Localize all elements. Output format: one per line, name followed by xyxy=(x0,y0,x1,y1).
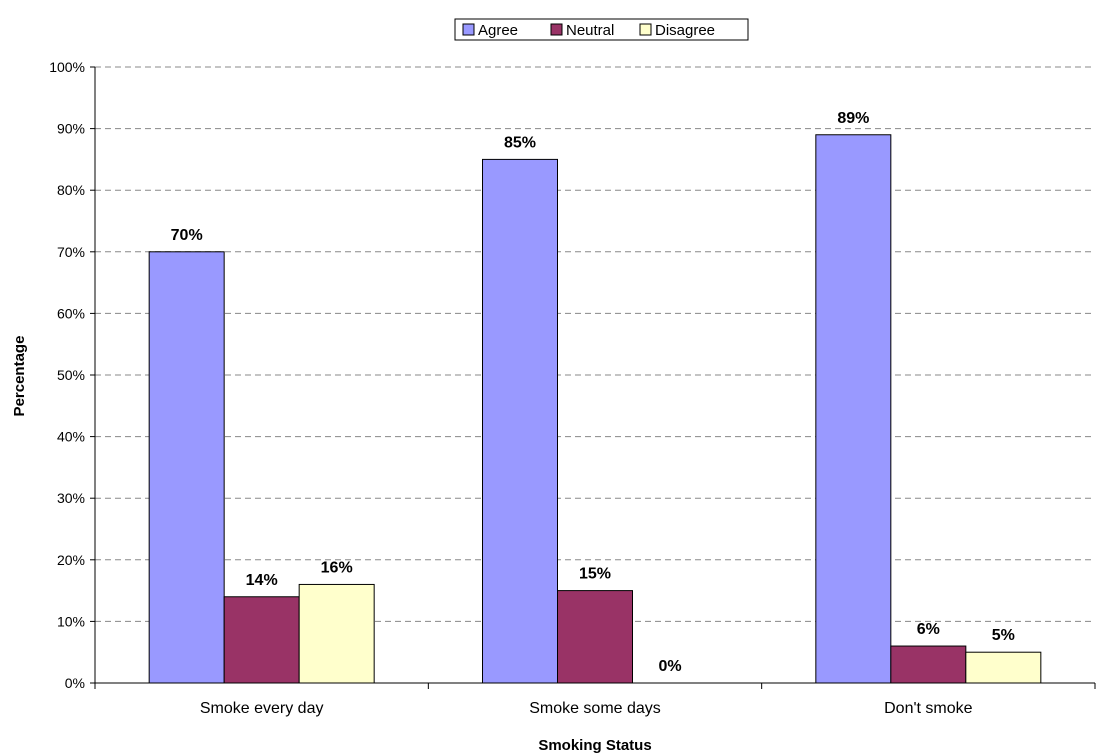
bar-agree xyxy=(815,134,892,684)
y-tick-label: 40% xyxy=(57,429,85,445)
x-category-label: Don't smoke xyxy=(884,700,973,717)
legend-label: Agree xyxy=(478,22,518,39)
legend-swatch-neutral xyxy=(550,23,563,36)
bar-disagree xyxy=(298,583,375,684)
y-tick-label: 0% xyxy=(65,675,85,691)
data-labels: 70% 14% 16% 85% 15% 0% 89% 6% 5% xyxy=(171,110,1015,675)
data-label: 14% xyxy=(246,572,278,589)
y-tick-label: 10% xyxy=(57,613,85,629)
x-category-label: Smoke every day xyxy=(200,700,324,717)
legend-box xyxy=(454,18,749,41)
bar-agree xyxy=(148,251,225,684)
legend-swatch-disagree xyxy=(639,23,652,36)
data-label: 0% xyxy=(658,658,681,675)
data-label: 85% xyxy=(504,134,536,151)
bars xyxy=(148,134,1042,684)
y-tick-label: 30% xyxy=(57,490,85,506)
y-tick-label: 90% xyxy=(57,121,85,137)
legend-label: Disagree xyxy=(655,22,715,39)
data-label: 89% xyxy=(837,110,869,127)
y-tick-label: 70% xyxy=(57,244,85,260)
bar-neutral xyxy=(557,590,633,684)
bar-neutral xyxy=(890,645,967,684)
data-label: 16% xyxy=(321,559,353,576)
legend-swatch-agree xyxy=(462,23,475,36)
bar-neutral xyxy=(223,596,300,684)
legend-label: Neutral xyxy=(566,22,614,39)
x-axis-title: Smoking Status xyxy=(538,737,651,754)
bar-agree xyxy=(482,158,558,684)
y-tick-label: 50% xyxy=(57,367,85,383)
data-label: 70% xyxy=(171,227,203,244)
gridlines xyxy=(95,66,1095,622)
y-tick-label: 80% xyxy=(57,182,85,198)
y-axis-title: Percentage xyxy=(11,336,28,417)
y-tick-label: 100% xyxy=(49,59,85,75)
legend: Agree Neutral Disagree xyxy=(454,18,749,41)
x-category-label: Smoke some days xyxy=(529,700,661,717)
bar-disagree xyxy=(965,651,1042,684)
y-tick-label: 60% xyxy=(57,305,85,321)
y-tick-label: 20% xyxy=(57,552,85,568)
data-label: 15% xyxy=(579,566,611,583)
data-label: 6% xyxy=(917,621,940,638)
data-label: 5% xyxy=(992,627,1015,644)
